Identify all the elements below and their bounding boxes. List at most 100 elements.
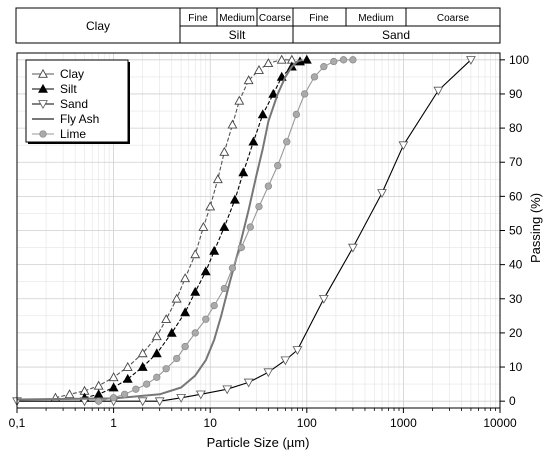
- data-point: [154, 397, 165, 407]
- legend-item: Sand: [32, 97, 88, 111]
- legend-item: Lime: [32, 127, 86, 141]
- y-tick-label: 40: [509, 258, 523, 272]
- legend-item: Clay: [32, 67, 84, 81]
- x-tick-label: 1000: [390, 416, 417, 430]
- data-point: [137, 361, 148, 371]
- class-label-clay: Clay: [86, 19, 110, 33]
- data-point: [210, 301, 218, 310]
- x-tick-label: 100: [297, 416, 317, 430]
- data-point: [234, 95, 245, 105]
- data-point: [122, 361, 133, 371]
- y-tick-label: 20: [509, 326, 523, 340]
- data-point: [229, 194, 240, 204]
- data-point: [339, 56, 348, 64]
- data-point: [94, 397, 103, 405]
- data-point: [195, 390, 206, 400]
- class-sub-silt-coarse: Coarse: [259, 13, 292, 24]
- data-point: [349, 56, 357, 64]
- data-point: [276, 54, 287, 64]
- data-point: [264, 182, 273, 190]
- data-point: [257, 109, 268, 119]
- class-label-silt: Silt: [229, 28, 246, 42]
- data-point: [292, 110, 301, 119]
- legend-marker: [38, 83, 48, 93]
- data-point: [466, 56, 476, 65]
- data-point: [263, 368, 274, 378]
- data-point: [219, 221, 230, 231]
- series-layer: [12, 54, 476, 407]
- data-point: [222, 385, 233, 395]
- data-point: [108, 382, 119, 392]
- x-axis-title: Particle Size (µm): [207, 435, 310, 450]
- data-point: [120, 390, 129, 398]
- data-point: [209, 245, 220, 255]
- class-sub-sand-fine: Fine: [309, 13, 329, 24]
- data-point: [254, 64, 264, 74]
- data-point: [202, 315, 210, 323]
- data-point: [320, 63, 328, 71]
- data-point: [198, 221, 209, 231]
- x-tick-label: 10: [204, 416, 218, 430]
- data-point: [274, 161, 282, 170]
- legend-marker: [38, 100, 48, 110]
- data-point: [190, 249, 201, 259]
- data-point: [153, 373, 161, 381]
- data-point: [143, 380, 151, 388]
- legend-label: Clay: [60, 67, 84, 81]
- data-point: [246, 223, 254, 231]
- legend-marker: [38, 68, 48, 78]
- data-point: [171, 293, 182, 303]
- data-point: [300, 90, 309, 98]
- legend-label: Fly Ash: [60, 112, 99, 126]
- data-point: [228, 264, 237, 272]
- x-tick-label: 1: [110, 416, 117, 430]
- data-point: [109, 394, 118, 402]
- data-point: [132, 385, 140, 393]
- x-tick-label: 0,1: [9, 416, 26, 430]
- data-point: [161, 314, 172, 324]
- data-point: [255, 202, 263, 211]
- series-line: [17, 59, 472, 402]
- legend-marker: [39, 130, 47, 138]
- data-point: [122, 373, 133, 383]
- data-point: [212, 174, 223, 184]
- data-point: [310, 73, 319, 81]
- data-point: [151, 331, 162, 341]
- legend-item: Silt: [32, 82, 77, 96]
- data-point: [108, 372, 119, 382]
- axes: 0,1 1 10 100 1000 10000 0 10 20 30 40 50 60 70 80 90 100: [9, 52, 529, 430]
- data-point: [190, 286, 201, 296]
- data-point: [243, 378, 254, 388]
- y-tick-label: 10: [509, 360, 523, 374]
- legend-label: Silt: [60, 82, 77, 96]
- data-point: [173, 354, 181, 363]
- y-tick-label: 50: [509, 224, 523, 238]
- class-label-sand: Sand: [382, 28, 410, 42]
- data-point: [162, 365, 170, 373]
- data-point: [237, 243, 245, 252]
- data-point: [180, 307, 191, 317]
- data-point: [64, 389, 75, 399]
- y-tick-label: 100: [509, 53, 529, 67]
- class-sub-silt-fine: Fine: [188, 13, 208, 24]
- data-point: [377, 189, 387, 198]
- data-point: [238, 167, 249, 177]
- data-point: [348, 243, 358, 253]
- data-point: [220, 284, 228, 293]
- data-point: [180, 273, 191, 283]
- data-point: [176, 393, 187, 403]
- data-point: [292, 346, 303, 355]
- data-point: [318, 295, 329, 304]
- x-tick-label: 10000: [483, 416, 517, 430]
- legend-label: Sand: [60, 97, 88, 111]
- data-point: [93, 380, 104, 390]
- y-axis-title: Passing (%): [528, 193, 543, 263]
- data-point: [283, 138, 291, 146]
- data-point: [137, 397, 148, 407]
- data-point: [301, 54, 312, 64]
- y-tick-label: 0: [509, 394, 516, 408]
- data-point: [181, 342, 189, 351]
- y-tick-label: 60: [509, 189, 523, 203]
